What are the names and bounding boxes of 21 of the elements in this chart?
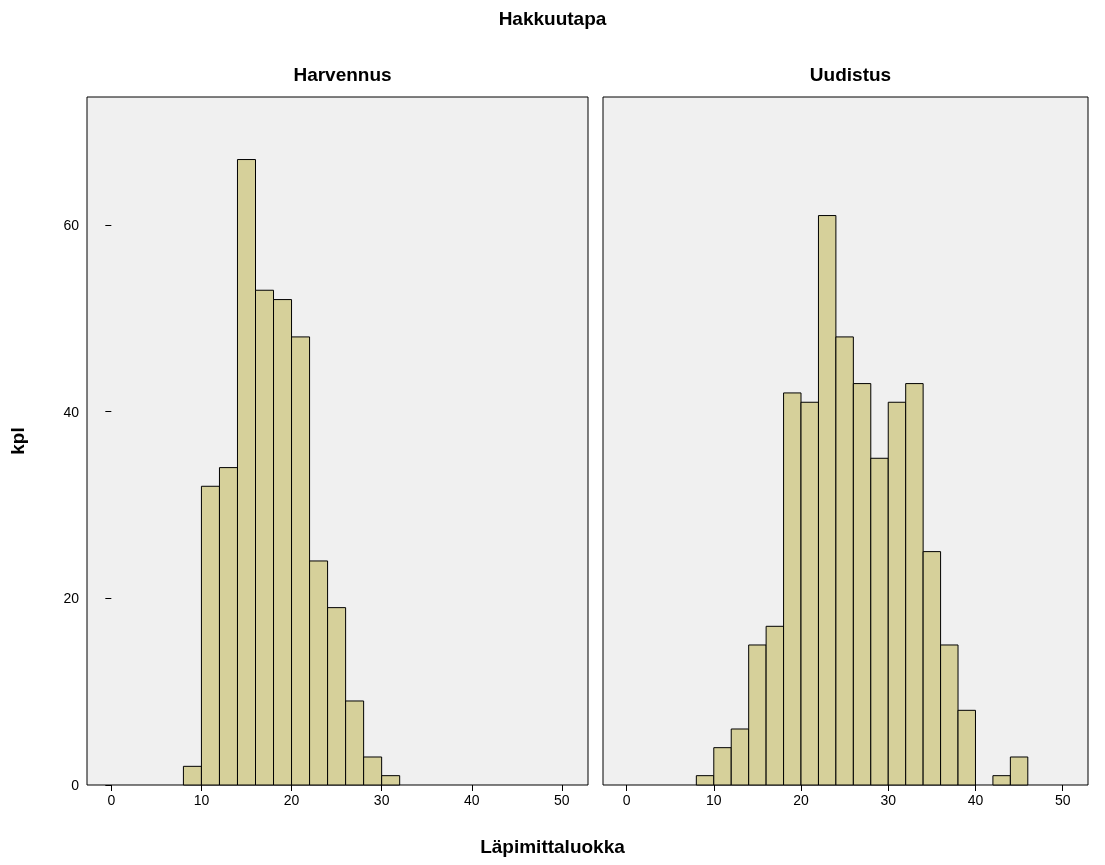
text: Hakkuutapa: [497, 8, 608, 30]
y-axis-title: kpl: [7, 427, 28, 455]
chart-title: Uudistus: [809, 64, 892, 85]
x-tick-label: 20: [283, 792, 300, 808]
x-tick-label: 40: [967, 792, 984, 808]
x-tick-label: 10: [705, 792, 722, 808]
chart-title: Harvennus: [293, 64, 392, 85]
x-tick-label: 0: [622, 792, 631, 808]
x-tick-label: 10: [193, 792, 210, 808]
y-tick-label: 40: [63, 403, 80, 420]
y-tick-label: 0: [71, 777, 80, 793]
x-tick-label: 50: [1054, 792, 1071, 808]
x-tick-label: 0: [107, 792, 116, 808]
x-tick-label: 50: [554, 792, 570, 808]
x-tick-label: 30: [373, 792, 390, 808]
x-tick-label: 40: [463, 792, 480, 808]
x-tick-label: 20: [793, 792, 810, 808]
x-tick-label: 30: [880, 792, 897, 808]
y-tick-label: 60: [63, 216, 80, 233]
y-tick-label: 20: [63, 590, 80, 607]
x-axis-title: Läpimittaluokka: [479, 836, 626, 858]
